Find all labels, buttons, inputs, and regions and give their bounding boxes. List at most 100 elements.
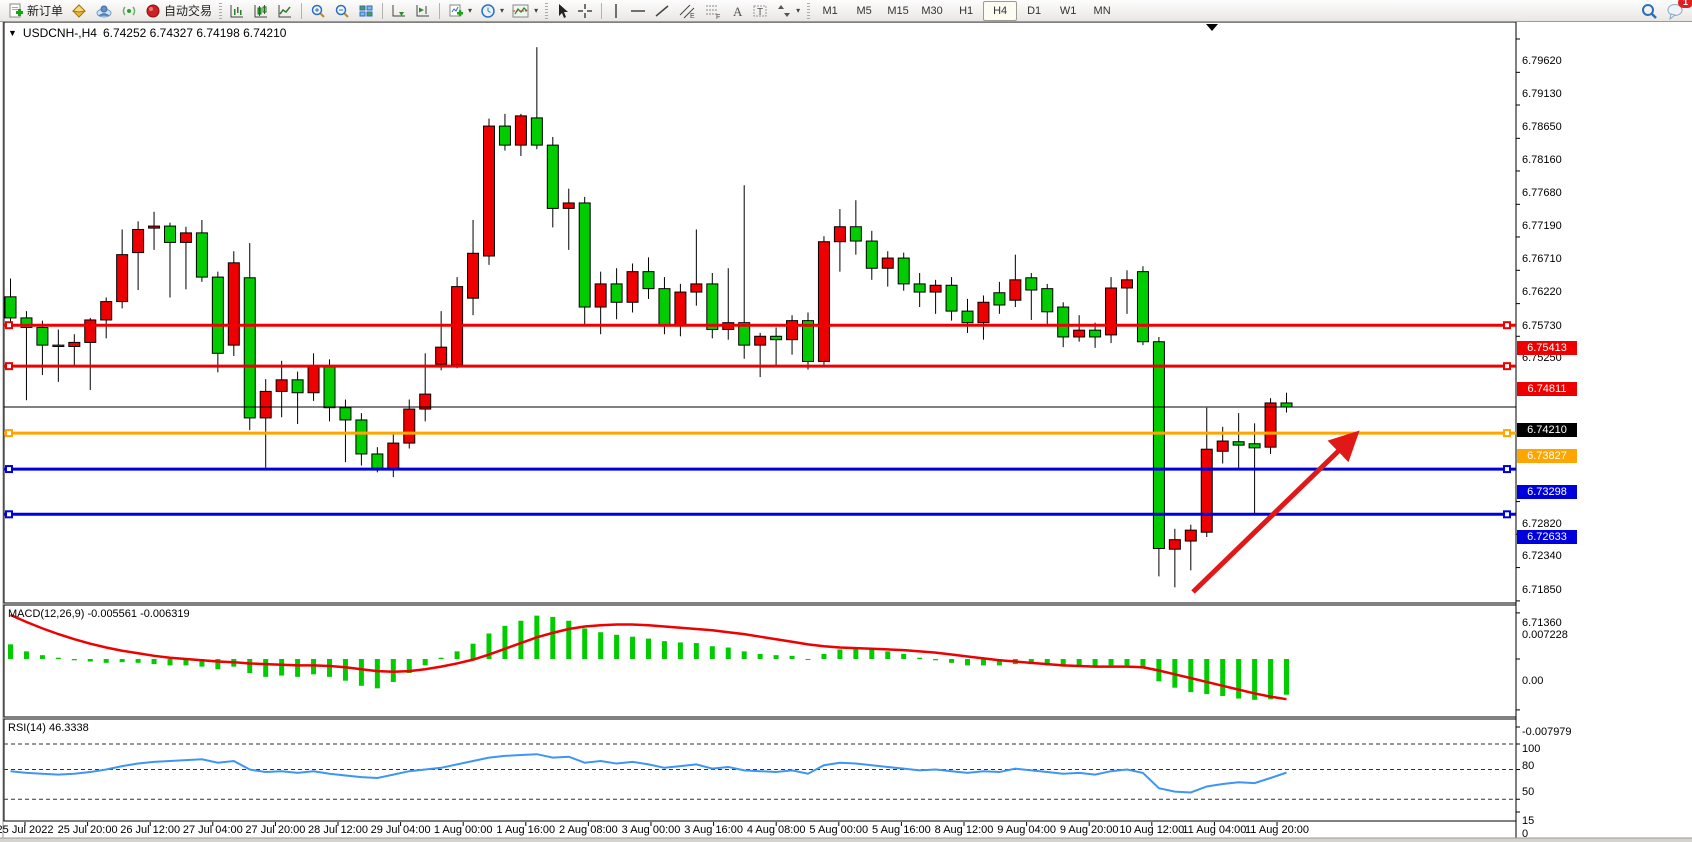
macd-histogram-bar xyxy=(39,655,45,659)
timeframe-M1[interactable]: M1 xyxy=(822,4,838,17)
candle-bearish xyxy=(1057,306,1070,338)
new-order-button[interactable]: 新订单 xyxy=(4,0,67,22)
time-axis-label: 26 Jul 12:00 xyxy=(120,824,181,836)
fibonacci-button[interactable]: F xyxy=(700,0,726,22)
autotrading-button[interactable]: 自动交易 xyxy=(141,0,216,22)
svg-text:T: T xyxy=(757,7,763,18)
candle-bearish xyxy=(371,453,384,469)
periods-dropdown[interactable]: ▾ xyxy=(476,0,508,22)
toolbar-separator xyxy=(301,2,303,19)
price-axis-label: 6.72340 xyxy=(1522,550,1562,563)
candle-bearish xyxy=(849,226,862,242)
line-handle[interactable] xyxy=(1503,510,1511,519)
trendline-button[interactable] xyxy=(650,0,674,22)
candle-bullish xyxy=(84,319,97,343)
line-handle[interactable] xyxy=(1503,429,1511,438)
time-axis-label: 1 Aug 00:00 xyxy=(433,824,493,836)
chart-window: ▼ USDCNH-,H4 6.74252 6.74327 6.74198 6.7… xyxy=(0,21,1692,842)
candle-bearish xyxy=(1280,402,1293,408)
svg-text:F: F xyxy=(716,14,720,19)
macd-histogram-bar xyxy=(119,659,125,663)
timeframe-M5[interactable]: M5 xyxy=(856,4,872,17)
new-chart-dropdown[interactable]: ▾ xyxy=(444,0,476,22)
line-handle[interactable] xyxy=(1503,321,1511,330)
channel-button[interactable]: E xyxy=(674,0,700,22)
chart-shift-marker-icon[interactable] xyxy=(1206,24,1218,31)
macd-histogram-bar xyxy=(1108,659,1114,666)
signals-button[interactable] xyxy=(117,0,141,22)
chart-symbol-title: USDCNH-,H4 xyxy=(22,26,97,40)
chart-shift-button[interactable] xyxy=(411,0,435,22)
time-axis-label: 1 Aug 16:00 xyxy=(496,824,556,836)
macd-histogram-bar xyxy=(933,659,939,661)
chat-button[interactable]: 1 xyxy=(1662,0,1692,22)
candle-bullish xyxy=(1264,402,1277,448)
line-handle[interactable] xyxy=(5,429,13,438)
timeframe-MN[interactable]: MN xyxy=(1093,4,1111,17)
time-axis-label: 3 Aug 16:00 xyxy=(684,824,743,836)
community-button[interactable] xyxy=(91,0,117,22)
candle-bearish xyxy=(913,283,926,293)
macd-histogram-bar xyxy=(789,655,795,659)
price-axis-label: 6.76220 xyxy=(1522,286,1562,299)
candle-bullish xyxy=(690,283,703,293)
line-handle[interactable] xyxy=(1503,362,1511,371)
timeframe-H4[interactable]: H4 xyxy=(983,0,1018,21)
timeframe-M30[interactable]: M30 xyxy=(921,4,943,17)
arrows-dropdown[interactable]: ▾ xyxy=(772,0,804,22)
line-handle[interactable] xyxy=(5,510,13,519)
candlestick-chart-button[interactable] xyxy=(249,0,273,22)
macd-histogram-bar xyxy=(263,659,269,677)
toolbar-separator xyxy=(382,2,384,19)
candle-bullish xyxy=(754,335,767,346)
text-label-button[interactable]: T xyxy=(748,0,772,22)
macd-histogram-bar xyxy=(295,659,301,677)
timeframe-M15[interactable]: M15 xyxy=(887,4,909,17)
timeframe-D1[interactable]: D1 xyxy=(1027,4,1042,17)
timeframe-W1[interactable]: W1 xyxy=(1059,4,1077,17)
one-click-trading-toggle[interactable]: ▼ xyxy=(8,28,17,38)
macd-histogram-bar xyxy=(486,633,492,659)
time-axis-label: 25 Jul 2022 xyxy=(0,824,54,836)
price-axis-label: 6.79620 xyxy=(1522,55,1562,67)
candle-bullish xyxy=(419,393,432,410)
timeframe-toolbar: M1 M5 M15 M30 H1 H4 D1 W1 MN xyxy=(813,0,1119,21)
tile-windows-button[interactable] xyxy=(354,0,378,22)
text-button[interactable]: A xyxy=(726,0,748,22)
zoom-out-button[interactable] xyxy=(330,0,354,22)
search-button[interactable] xyxy=(1636,0,1662,22)
candle-bullish xyxy=(626,271,639,303)
gold-box-button[interactable] xyxy=(67,0,91,22)
timeframe-H1[interactable]: H1 xyxy=(959,4,974,17)
line-handle[interactable] xyxy=(5,362,13,371)
new-order-icon xyxy=(9,3,23,17)
macd-histogram-bar xyxy=(502,625,508,659)
vertical-line-button[interactable] xyxy=(606,0,626,22)
time-axis-label: 9 Aug 20:00 xyxy=(1059,824,1119,836)
zoom-in-button[interactable] xyxy=(306,0,330,22)
horizontal-line-button[interactable] xyxy=(626,0,650,22)
auto-scroll-button[interactable] xyxy=(387,0,411,22)
line-handle[interactable] xyxy=(5,321,13,330)
line-handle[interactable] xyxy=(1503,465,1511,474)
trend-arrow-annotation[interactable] xyxy=(1191,430,1360,594)
candle-bearish xyxy=(4,296,17,319)
candle-bearish xyxy=(36,326,49,346)
bar-chart-icon xyxy=(230,4,244,17)
line-handle[interactable] xyxy=(5,465,13,474)
macd-histogram-bar xyxy=(390,659,396,682)
tile-windows-icon xyxy=(359,5,373,16)
macd-histogram-bar xyxy=(422,659,428,666)
horizontal-line-icon xyxy=(631,9,646,12)
bar-chart-button[interactable] xyxy=(225,0,249,22)
line-chart-button[interactable] xyxy=(273,0,297,22)
cursor-button[interactable] xyxy=(551,0,573,22)
cursor-icon xyxy=(559,3,569,18)
macd-histogram-bar xyxy=(342,659,348,681)
crosshair-icon xyxy=(578,3,593,18)
macd-histogram-bar xyxy=(311,659,317,675)
macd-histogram-bar xyxy=(1124,659,1130,666)
crosshair-button[interactable] xyxy=(573,0,597,22)
templates-dropdown[interactable]: ▾ xyxy=(508,0,542,22)
